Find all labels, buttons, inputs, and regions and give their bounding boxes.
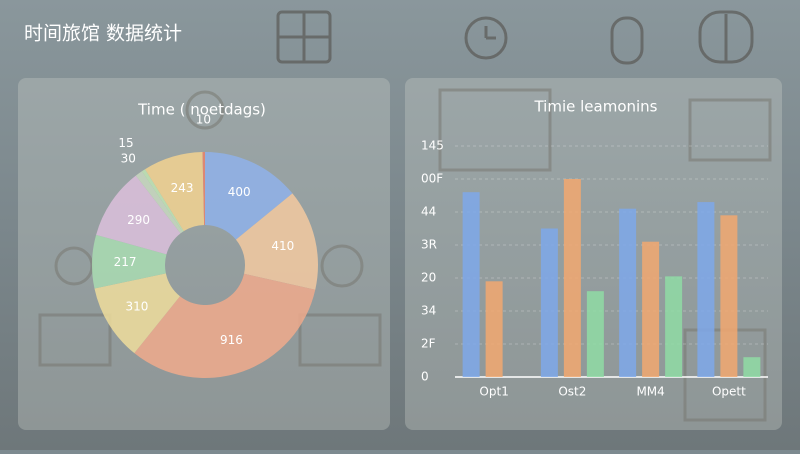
pie-slice	[135, 171, 183, 234]
bar	[563, 179, 581, 377]
pie-slice	[91, 234, 167, 289]
pie-slice	[205, 152, 293, 240]
pie-slice	[94, 273, 180, 354]
bar	[619, 208, 637, 377]
pie-slice	[96, 175, 181, 255]
data-label: 410	[271, 239, 294, 253]
y-tick-label: 2F	[421, 337, 436, 351]
pie-slice	[134, 273, 316, 378]
page-title: 时间旅馆 数据统计	[24, 23, 182, 45]
data-label: 30	[121, 151, 136, 165]
pie-slice	[235, 193, 318, 290]
chart-title: Time ( noetdags)	[137, 101, 266, 119]
pie-slice	[202, 152, 205, 226]
bar	[462, 192, 480, 377]
bar	[586, 291, 604, 377]
bar	[665, 276, 683, 377]
panel	[18, 78, 390, 430]
y-tick-label: 145	[421, 139, 444, 153]
data-label: 217	[114, 255, 137, 269]
y-tick-label: 20	[421, 271, 436, 285]
bar	[743, 357, 761, 377]
data-label: 290	[127, 213, 150, 227]
y-tick-label: 3R	[421, 238, 437, 252]
y-tick-label: 44	[421, 205, 436, 219]
bar	[642, 241, 660, 377]
x-tick-label: MM4	[636, 385, 664, 399]
bar	[697, 202, 715, 377]
x-tick-label: Ost2	[558, 385, 586, 399]
x-tick-label: Opett	[712, 385, 746, 399]
data-label: 916	[220, 333, 243, 347]
y-tick-label: 34	[421, 304, 436, 318]
data-label: 400	[228, 185, 251, 199]
y-tick-label: 00F	[421, 172, 443, 186]
x-tick-label: Opt1	[479, 385, 508, 399]
bar	[485, 281, 503, 377]
data-label: 310	[125, 299, 148, 313]
data-label: 10	[196, 113, 211, 127]
bar	[540, 228, 558, 377]
chart-title: Timie leamonins	[533, 98, 657, 116]
data-label: 15	[118, 136, 133, 150]
data-label: 243	[171, 181, 194, 195]
y-tick-label: 0	[421, 370, 429, 384]
bar	[720, 215, 738, 377]
pie-slice	[141, 169, 184, 232]
pie-slice	[145, 152, 205, 232]
scenery	[38, 10, 772, 422]
